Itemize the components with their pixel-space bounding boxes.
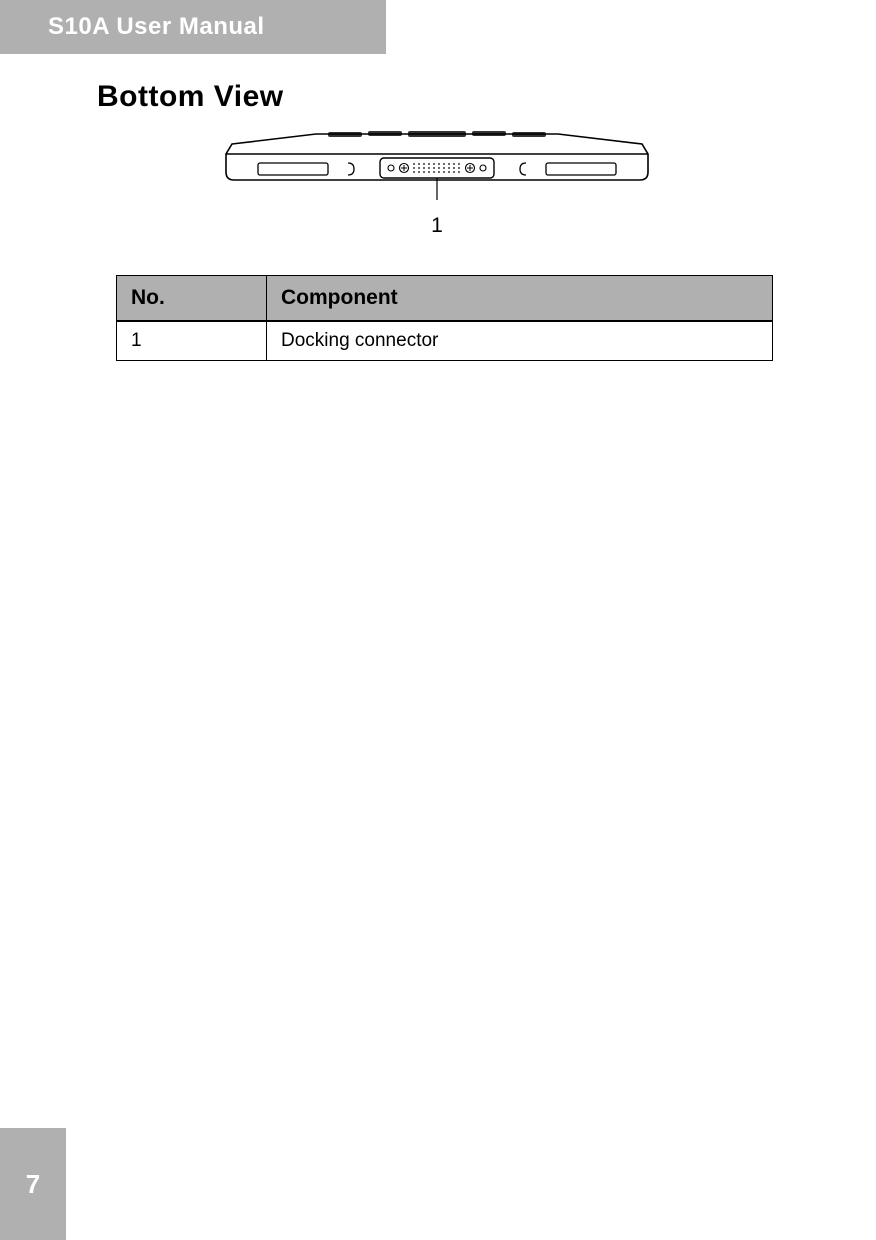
cell-component: Docking connector	[267, 321, 772, 360]
component-table: No. Component 1 Docking connector	[116, 275, 773, 361]
device-bottom-illustration	[218, 130, 656, 205]
table-row: 1 Docking connector	[117, 321, 772, 360]
document-header-tab: S10A User Manual	[0, 0, 386, 54]
bottom-view-diagram: 1	[218, 130, 656, 238]
section-heading: Bottom View	[97, 80, 284, 114]
cell-no: 1	[117, 321, 267, 360]
table-header-row: No. Component	[117, 276, 772, 321]
page-number: 7	[26, 1169, 40, 1200]
diagram-callout-1: 1	[431, 214, 443, 238]
page-number-tab: 7	[0, 1128, 66, 1240]
document-title: S10A User Manual	[48, 13, 265, 41]
col-header-no: No.	[117, 276, 267, 321]
col-header-component: Component	[267, 276, 772, 321]
